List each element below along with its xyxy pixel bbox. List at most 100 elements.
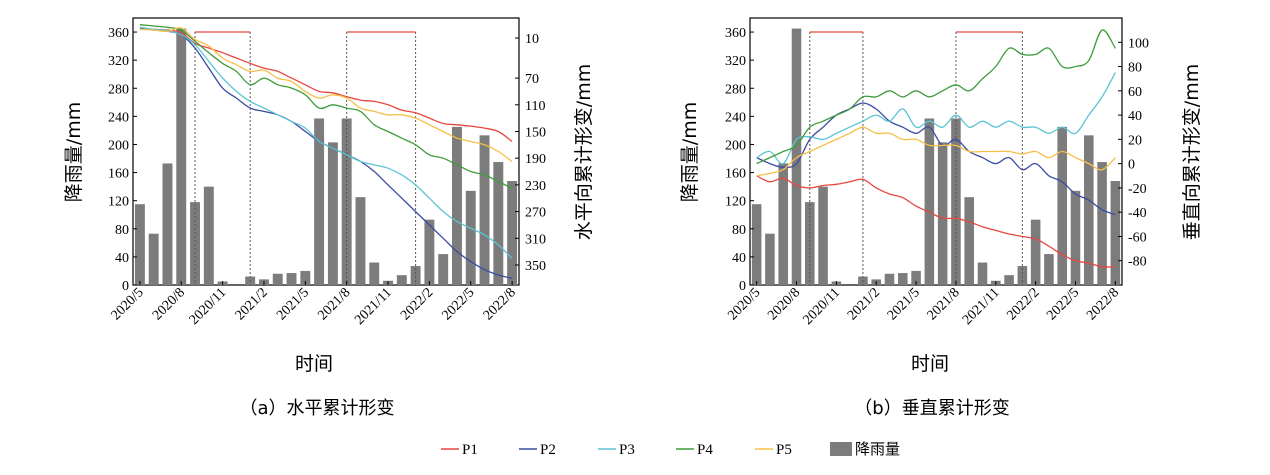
rain-bar	[410, 266, 421, 285]
rain-bar	[176, 28, 187, 285]
rainfall-bars-a	[134, 28, 518, 285]
right-tick-label: 230	[525, 179, 546, 194]
rain-bar	[424, 219, 435, 285]
series-line-p5	[139, 27, 513, 163]
x-tick-label: 2022/5	[1044, 285, 1082, 323]
right-tick-label: -80	[1128, 255, 1147, 270]
right-tick-label: 270	[525, 206, 546, 221]
right-tick-label: -20	[1128, 182, 1147, 197]
rain-bar	[911, 270, 921, 285]
x-axis-label-b: 时间	[911, 353, 949, 375]
right-tick-label: 10	[525, 32, 539, 47]
left-tick-label: 200	[725, 138, 746, 153]
rain-bar	[134, 204, 145, 285]
rain-bar	[1044, 254, 1054, 285]
highlight-periods-b	[809, 31, 1023, 285]
rain-bar	[396, 275, 407, 285]
x-tick-label: 2021/5	[274, 285, 312, 323]
left-axis-ticks-a: 0 40 80 120 160 200 240 280 320 360	[108, 26, 137, 294]
right-tick-label: 40	[1128, 109, 1142, 124]
rain-bar	[479, 135, 490, 285]
rain-bar	[355, 197, 366, 285]
rain-bar	[805, 202, 815, 285]
series-line-p4	[139, 24, 513, 189]
rain-bar	[369, 262, 380, 285]
right-axis-ticks-b: -80 -60 -40 -20 0 20 40 60 80 100	[1118, 36, 1149, 270]
right-tick-label: -40	[1128, 206, 1147, 221]
x-tick-label: 2021/2	[233, 285, 271, 323]
legend-label-p2: P2	[540, 442, 556, 458]
rain-bar	[1097, 162, 1107, 285]
left-axis-ticks-b: 0 40 80 120 160 200 240 280 320 360	[725, 26, 754, 294]
rain-bar	[778, 163, 788, 285]
legend: P1 P2 P3 P4 P5 降雨量	[441, 441, 900, 458]
x-axis-label-a: 时间	[295, 353, 333, 375]
x-tick-label: 2022/8	[1084, 285, 1122, 323]
right-axis-ticks-a: 10 70 110 150 190 230 270 310 350	[515, 32, 546, 274]
x-tick-label: 2021/2	[845, 285, 883, 323]
rain-bar	[1057, 126, 1067, 285]
x-tick-label: 2021/8	[315, 285, 353, 323]
rain-bar	[1110, 181, 1121, 285]
deformation-lines-a	[139, 24, 513, 279]
caption-b: （b）垂直累计形变	[854, 398, 1009, 419]
legend-label-p3: P3	[619, 442, 635, 458]
left-axis-label-b: 降雨量/mm	[679, 102, 701, 202]
left-tick-label: 80	[732, 223, 746, 238]
left-tick-label: 320	[108, 54, 129, 69]
right-tick-label: 150	[525, 125, 546, 140]
rain-bar	[507, 181, 518, 285]
series-line-p5	[756, 126, 1116, 177]
left-tick-label: 0	[739, 279, 746, 294]
right-tick-label: 110	[525, 99, 545, 114]
legend-swatch-rainfall	[830, 442, 852, 456]
right-tick-label: 20	[1128, 133, 1142, 148]
left-tick-label: 200	[108, 138, 129, 153]
series-line-p3	[139, 26, 513, 259]
rain-bar	[964, 197, 974, 285]
plot-frame-b	[749, 17, 1123, 286]
rain-bar	[898, 273, 908, 285]
left-tick-label: 240	[725, 110, 746, 125]
right-tick-label: 350	[525, 259, 546, 274]
right-axis-label-b: 垂直向累计形变/mm	[1181, 64, 1203, 240]
legend-label-p1: P1	[462, 442, 478, 458]
x-tick-label: 2022/2	[398, 285, 436, 323]
left-tick-label: 40	[732, 251, 746, 266]
right-axis-label-a: 水平向累计形变/mm	[573, 64, 595, 240]
rain-bar	[438, 254, 449, 285]
rain-bar	[300, 270, 311, 285]
right-tick-label: 0	[1128, 158, 1135, 173]
series-line-p1	[756, 175, 1116, 268]
x-tick-label: 2022/5	[439, 285, 477, 323]
series-line-p4	[756, 29, 1116, 165]
right-tick-label: 80	[1128, 61, 1142, 76]
x-tick-label: 2021/11	[960, 285, 1003, 328]
right-tick-label: 100	[1128, 36, 1149, 51]
right-tick-label: 60	[1128, 85, 1142, 100]
right-tick-label: 190	[525, 152, 546, 167]
plot-frame-a	[132, 17, 520, 286]
rain-bar	[148, 233, 159, 285]
left-tick-label: 160	[725, 167, 746, 182]
left-tick-label: 360	[108, 26, 129, 41]
rain-bar	[924, 118, 935, 285]
legend-label-p5: P5	[776, 442, 792, 458]
rain-bar	[977, 262, 988, 285]
rain-bar	[327, 142, 338, 285]
left-tick-label: 120	[108, 195, 129, 210]
rain-bar	[162, 163, 173, 285]
rain-bar	[1070, 190, 1081, 285]
x-tick-label: 2021/8	[925, 285, 963, 323]
series-line-p2	[756, 102, 1116, 216]
legend-label-p4: P4	[697, 442, 713, 458]
rain-bar	[751, 204, 762, 285]
rain-bar	[286, 273, 297, 285]
left-tick-label: 80	[115, 223, 129, 238]
right-tick-label: 70	[525, 72, 539, 87]
x-tick-label: 2022/8	[481, 285, 519, 323]
